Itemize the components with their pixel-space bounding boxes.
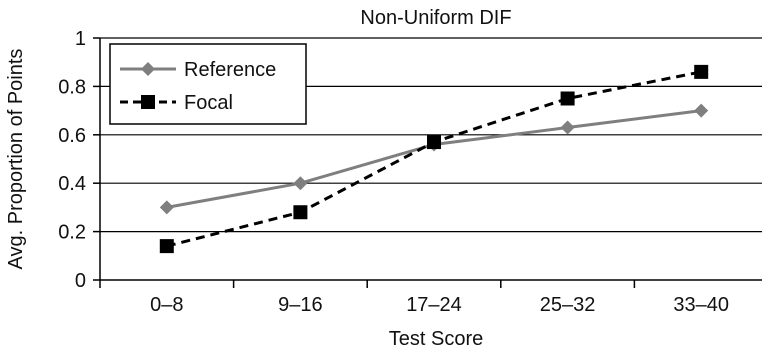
legend-focal-label: Focal — [184, 92, 233, 114]
data-point-focal — [293, 205, 308, 220]
y-tick-label: 0.8 — [58, 76, 86, 98]
data-point-focal — [159, 239, 174, 254]
series-line-reference — [166, 109, 702, 209]
data-point-focal — [560, 91, 575, 106]
x-tick-label: 9–16 — [278, 294, 323, 316]
legend-box — [109, 43, 307, 125]
data-point-reference — [159, 200, 174, 215]
x-axis-title: Test Score — [389, 328, 483, 350]
y-tick-label: 0 — [75, 270, 86, 292]
y-tick-label: 0.4 — [58, 173, 86, 195]
legend-reference-marker — [141, 62, 155, 76]
x-tick-label: 25–32 — [540, 294, 596, 316]
y-tick-label: 0.2 — [58, 222, 86, 244]
series-group — [159, 64, 709, 254]
legend-focal-marker — [141, 95, 155, 109]
y-tick-label: 1 — [75, 28, 86, 50]
legend: Reference Focal — [109, 43, 307, 125]
y-tick-label: 0.6 — [58, 125, 86, 147]
data-point-focal — [694, 64, 709, 79]
data-point-focal — [427, 135, 441, 150]
x-ticks: 0–8 9–16 17–24 25–32 33–40 — [99, 280, 729, 316]
data-point-reference — [560, 120, 575, 135]
legend-reference-label: Reference — [184, 59, 276, 81]
data-point-reference — [694, 103, 709, 118]
data-point-reference — [293, 176, 308, 191]
y-axis-title: Avg. Proportion of Points — [5, 49, 27, 270]
x-tick-label: 17–24 — [406, 294, 462, 316]
x-tick-label: 0–8 — [150, 294, 183, 316]
y-ticks: 0 0.2 0.4 0.6 0.8 1 — [58, 28, 100, 292]
x-tick-label: 33–40 — [673, 294, 729, 316]
chart-title: Non-Uniform DIF — [360, 7, 511, 29]
